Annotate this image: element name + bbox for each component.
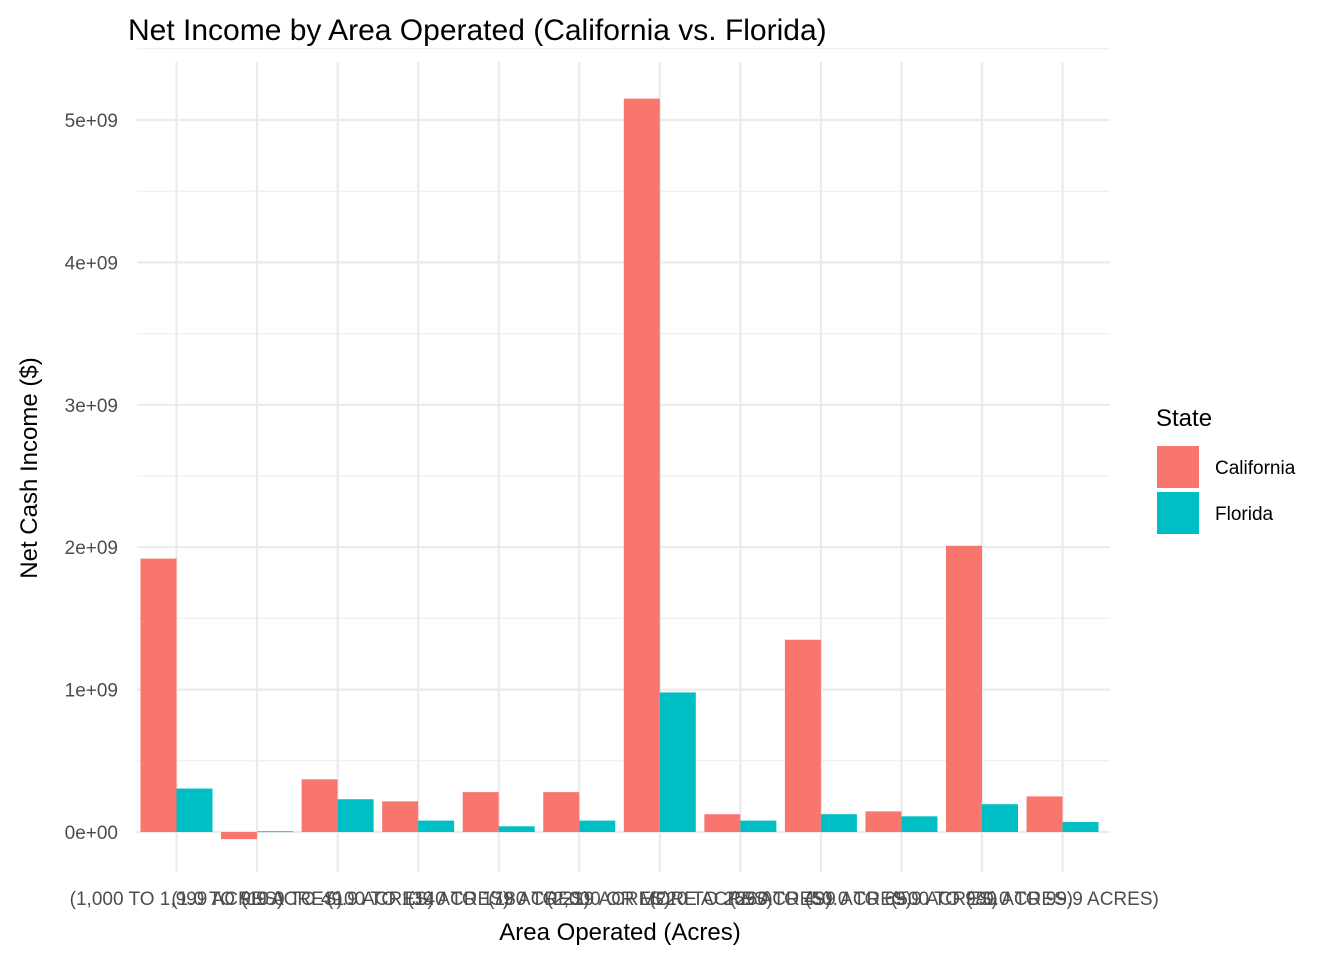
x-tick-label: (220 TO 259 ACRES) — [649, 889, 831, 910]
bar-california — [704, 814, 741, 832]
legend-label: Florida — [1215, 504, 1274, 525]
y-tick-label: 0e+00 — [65, 823, 118, 844]
legend-items: California Florida — [1157, 446, 1296, 534]
x-axis-title: Area Operated (Acres) — [499, 919, 740, 946]
y-tick-label: 1e+09 — [65, 681, 118, 702]
bar-florida — [337, 799, 374, 832]
x-tick-label: (140 TO 179 ACRES) — [408, 889, 590, 910]
y-tick-label: 5e+09 — [65, 111, 118, 132]
bar-california — [623, 98, 660, 832]
bar-california — [1026, 796, 1063, 832]
bar-florida — [659, 692, 696, 832]
legend: State California Florida — [1156, 405, 1296, 534]
bar-california — [784, 639, 821, 832]
x-tick-label: (260 TO 499 ACRES) — [730, 889, 912, 910]
bar-florida — [740, 820, 777, 832]
bar-california — [382, 801, 419, 832]
y-tick-label: 3e+09 — [65, 396, 118, 417]
bar-florida — [982, 804, 1018, 832]
legend-key-california — [1157, 446, 1199, 488]
x-tick-label: (500 TO 999 ACRES) — [891, 889, 1073, 910]
bar-florida — [176, 788, 213, 832]
x-tick-label: (180 TO 219 ACRES) — [488, 889, 670, 910]
bar-california — [221, 832, 258, 840]
bar-california — [946, 545, 982, 832]
bar-florida — [901, 816, 938, 832]
bar-california — [865, 811, 902, 832]
x-tick-label: (2,000 OR MORE ACRES) — [547, 889, 773, 910]
legend-key-florida — [1157, 492, 1199, 534]
y-axis-title: Net Cash Income ($) — [16, 357, 43, 578]
legend-title: State — [1156, 405, 1212, 432]
x-tick-label: (100 TO 139 ACRES) — [327, 889, 509, 910]
y-tick-label: 4e+09 — [65, 253, 118, 274]
bar-california — [140, 558, 177, 832]
legend-label: California — [1215, 458, 1296, 479]
x-tick-label: (10.0 TO 49.9 ACRES) — [241, 889, 434, 910]
x-tick-label: (1,000 TO 1,999 ACRES) — [70, 889, 284, 910]
x-tick-label: (50.0 TO 69.9 ACRES) — [805, 889, 998, 910]
bars — [140, 98, 1099, 840]
chart-title: Net Income by Area Operated (California … — [128, 14, 827, 47]
bar-california — [301, 779, 338, 832]
bar-florida — [418, 820, 455, 832]
bar-florida — [498, 826, 535, 832]
bar-california — [462, 792, 499, 832]
bar-florida — [820, 814, 857, 832]
y-tick-label: 2e+09 — [65, 538, 118, 559]
bar-florida — [579, 820, 616, 832]
x-tick-label: (70.0 TO 99.9 ACRES) — [966, 889, 1159, 910]
bar-florida — [257, 831, 294, 833]
y-axis-ticks: 0e+00 1e+09 2e+09 3e+09 4e+09 5e+09 — [65, 111, 118, 844]
x-tick-label: (1.0 TO 9.9 ACRES) — [171, 889, 342, 910]
x-axis-ticks: (1,000 TO 1,999 ACRES)(1.0 TO 9.9 ACRES)… — [70, 889, 1159, 910]
bar-florida — [1062, 822, 1099, 832]
bar-california — [543, 792, 580, 832]
